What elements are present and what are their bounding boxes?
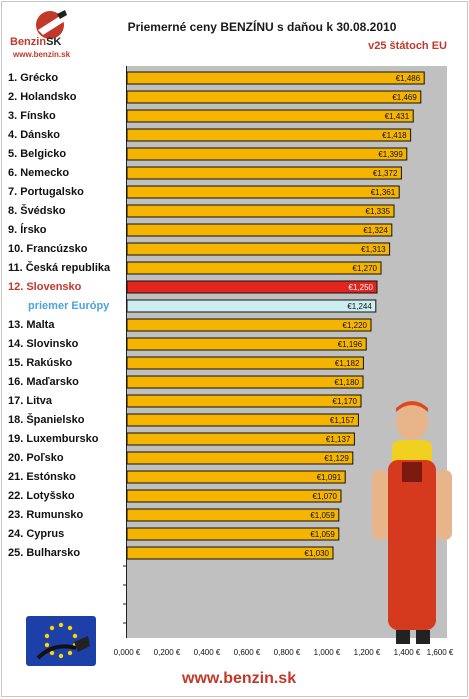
bar [126, 337, 367, 351]
country-label: 20. Poľsko [8, 452, 64, 464]
bar [126, 90, 422, 104]
bar-value-label: €1,372 [373, 169, 398, 178]
country-label: 8. Švédsko [8, 205, 66, 217]
bar-value-label: €1,361 [371, 188, 396, 197]
country-label: 11. Česká republika [8, 262, 111, 274]
benzin-logo [36, 10, 67, 39]
bar [126, 527, 340, 541]
country-label: 4. Dánsko [8, 129, 60, 141]
bar [126, 261, 382, 275]
bar-value-label: €1,486 [396, 74, 421, 83]
country-label: 3. Fínsko [8, 110, 56, 122]
bar-value-label: €1,196 [338, 340, 363, 349]
bar-value-label: €1,180 [335, 378, 360, 387]
country-label: 22. Lotyšsko [8, 490, 75, 502]
bar-value-label: €1,091 [317, 473, 342, 482]
bar [126, 109, 414, 123]
country-label: 18. Španielsko [8, 414, 85, 426]
country-label: 14. Slovinsko [8, 338, 79, 350]
bar-value-label: €1,220 [343, 321, 368, 330]
x-tick-label: 0,800 € [273, 648, 301, 657]
bar [126, 185, 400, 199]
bar-value-label: €1,070 [313, 492, 338, 501]
country-label: 10. Francúzsko [8, 243, 88, 255]
country-label: 6. Nemecko [8, 167, 70, 179]
x-tick-label: 0,400 € [193, 648, 221, 657]
country-label: 24. Cyprus [8, 528, 65, 540]
bar [126, 128, 412, 142]
bar [126, 242, 391, 256]
bar-value-label: €1,182 [335, 359, 360, 368]
bar [126, 470, 346, 484]
country-label: 12. Slovensko [8, 281, 82, 293]
bar-value-label: €1,313 [361, 245, 386, 254]
bar [126, 356, 364, 370]
bar [126, 204, 395, 218]
bar-value-label: €1,059 [310, 530, 335, 539]
bar-value-label: €1,244 [347, 302, 372, 311]
country-label: 15. Rakúsko [8, 357, 73, 369]
bar [126, 432, 355, 446]
bar-value-label: €1,335 [366, 207, 391, 216]
bar-value-label: €1,170 [333, 397, 358, 406]
country-label: 9. Írsko [8, 224, 47, 236]
country-label: 16. Maďarsko [8, 376, 79, 388]
chart-subtitle: v25 štátoch EU [368, 40, 447, 52]
x-tick-label: 1,000 € [313, 648, 341, 657]
country-label: 19. Luxembursko [8, 433, 99, 445]
bar [126, 299, 377, 313]
footer-url[interactable]: www.benzin.sk [182, 670, 297, 687]
x-tick-label: 1,200 € [353, 648, 381, 657]
bar [126, 318, 372, 332]
country-label: 17. Litva [8, 395, 53, 407]
x-tick-label: 1,400 € [393, 648, 421, 657]
bar-value-label: €1,137 [326, 435, 351, 444]
eu-flag-icon [26, 616, 96, 666]
logo-brand: Benzin [10, 36, 47, 48]
bar [126, 166, 402, 180]
bar [126, 71, 425, 85]
bar-value-label: €1,129 [324, 454, 349, 463]
bar-value-label: €1,469 [392, 93, 417, 102]
x-tick-label: 0,000 € [113, 648, 141, 657]
logo-wordmark: BenzinSK [10, 36, 61, 48]
country-label: 7. Portugalsko [8, 186, 84, 198]
x-tick-label: 0,600 € [233, 648, 261, 657]
bar [126, 413, 359, 427]
logo-brand-suffix: SK [46, 36, 62, 48]
country-label: 23. Rumunsko [8, 509, 84, 521]
bar-value-label: €1,030 [305, 549, 330, 558]
country-label: 25. Bulharsko [8, 547, 81, 559]
country-label: 21. Estónsko [8, 471, 76, 483]
bar-value-label: €1,399 [378, 150, 403, 159]
bar-value-label: €1,157 [330, 416, 355, 425]
mechanic-mascot-icon [372, 401, 452, 644]
country-label: 1. Grécko [8, 72, 59, 84]
bar [126, 489, 342, 503]
bar [126, 147, 408, 161]
bar [126, 375, 364, 389]
bar-value-label: €1,418 [382, 131, 407, 140]
bar-value-label: €1,324 [363, 226, 388, 235]
country-label: 2. Holandsko [8, 91, 77, 103]
logo-url[interactable]: www.benzin.sk [13, 50, 71, 59]
bar [126, 451, 354, 465]
bar-value-label: €1,250 [349, 283, 374, 292]
country-label: 13. Malta [8, 319, 55, 331]
x-tick-label: 1,600 € [426, 648, 454, 657]
bar [126, 394, 362, 408]
country-label: 5. Belgicko [8, 148, 67, 160]
chart-title: Priemerné ceny BENZÍNU s daňou k 30.08.2… [127, 20, 397, 34]
bar-value-label: €1,431 [385, 112, 410, 121]
bar [126, 223, 393, 237]
bar-value-label: €1,059 [310, 511, 335, 520]
average-label: priemer Európy [28, 300, 110, 312]
bar [126, 508, 340, 522]
x-tick-label: 0,200 € [153, 648, 181, 657]
bar [126, 280, 378, 294]
bar-value-label: €1,270 [353, 264, 378, 273]
bar [126, 546, 334, 560]
